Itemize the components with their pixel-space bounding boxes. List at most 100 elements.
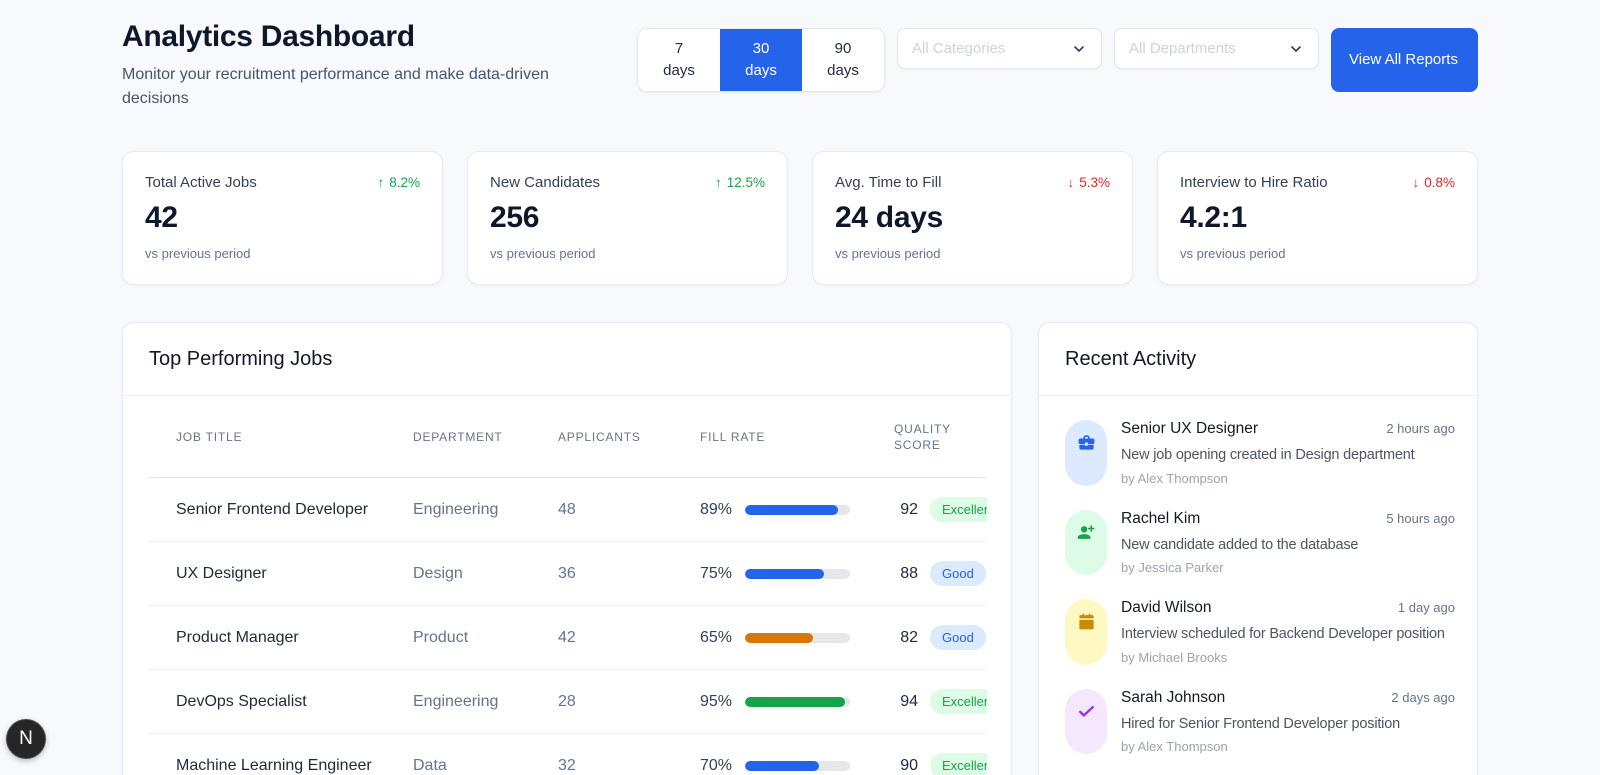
period-chip-30-days[interactable]: 30 days [720, 29, 802, 91]
activity-icon-pill [1065, 599, 1107, 665]
applicants-cell: 42 [558, 628, 576, 646]
page-header: Analytics Dashboard Monitor your recruit… [122, 20, 1478, 111]
department-cell: Product [413, 628, 469, 646]
jobs-panel-title: Top Performing Jobs [149, 348, 333, 370]
activity-time: 2 hours ago [1386, 421, 1455, 436]
table-row[interactable]: Product Manager Product 42 65% 82 Good [148, 605, 987, 670]
trend-up-icon: ↑ [377, 175, 385, 190]
table-row[interactable]: Senior Frontend Developer Engineering 48… [148, 478, 987, 542]
calendar-icon [1078, 613, 1094, 630]
department-cell: Engineering [413, 692, 499, 710]
period-chip-7-days[interactable]: 7 days [638, 29, 720, 91]
department-cell: Design [413, 564, 463, 582]
stat-footnote: vs previous period [835, 246, 941, 261]
department-cell: Engineering [413, 500, 499, 518]
fill-rate-cell: 75% [700, 565, 894, 583]
applicants-cell: 36 [558, 564, 576, 582]
activity-description: Hired for Senior Frontend Developer posi… [1121, 715, 1400, 732]
activity-name: Sarah Johnson [1121, 688, 1226, 706]
fill-rate-bar [745, 504, 850, 515]
stat-change-badge: ↑ 8.2% [377, 175, 420, 190]
rating-badge: Excellent [930, 689, 987, 715]
rating-badge: Good [930, 625, 986, 651]
page-subtitle: Monitor your recruitment performance and… [122, 66, 549, 107]
applicants-cell: 32 [558, 756, 576, 774]
column-header-fill-rate: Fill Rate [700, 429, 766, 444]
activity-name: David Wilson [1121, 599, 1212, 617]
jobs-table: Job Title Department Applicants Fill Rat… [148, 396, 987, 775]
chevron-down-icon [1288, 41, 1304, 57]
list-item[interactable]: Sarah Johnson 2 days ago Hired for Senio… [1065, 688, 1455, 755]
stat-card-new-candidates: New Candidates ↑ 12.5% 256 vs previous pe… [467, 151, 788, 285]
activity-description: New job opening created in Design depart… [1121, 447, 1415, 463]
trend-down-icon: ↓ [1412, 175, 1420, 190]
activity-icon-pill [1065, 420, 1107, 486]
applicants-cell: 48 [558, 500, 576, 518]
period-chip-90-days[interactable]: 90 days [802, 29, 884, 91]
activity-author: by Alex Thompson [1121, 470, 1228, 486]
job-title-cell: UX Designer [176, 564, 267, 582]
activity-time: 5 hours ago [1386, 510, 1455, 526]
rating-badge: Excellent [930, 497, 987, 523]
period-selector: 7 days 30 days 90 days [637, 28, 885, 92]
stat-value: 24 days [835, 201, 943, 234]
list-item[interactable]: Rachel Kim 5 hours ago New candidate add… [1065, 509, 1455, 576]
stat-value: 42 [145, 201, 178, 234]
activity-icon-pill [1065, 688, 1107, 755]
quality-score-cell: 82 Good [894, 625, 987, 651]
fill-rate-cell: 89% [700, 501, 894, 519]
departments-dropdown-value: All Departments [1129, 40, 1236, 57]
jobs-panel-header: Top Performing Jobs [123, 323, 1011, 396]
stat-label: Avg. Time to Fill [835, 174, 942, 191]
view-all-reports-button[interactable]: View All Reports [1331, 28, 1478, 92]
department-cell: Data [413, 756, 447, 774]
stat-value: 256 [490, 201, 540, 234]
fill-rate-cell: 70% [700, 757, 894, 775]
fill-rate-bar [745, 760, 850, 771]
activity-author: by Alex Thompson [1121, 739, 1228, 755]
stats-row: Total Active Jobs ↑ 8.2% 42 vs previous p… [122, 151, 1478, 285]
trend-up-icon: ↑ [714, 175, 722, 190]
job-title-cell: Product Manager [176, 628, 299, 646]
list-item[interactable]: Senior UX Designer 2 hours ago New job o… [1065, 420, 1455, 486]
dev-overlay-n-badge[interactable]: N [6, 719, 46, 759]
list-item[interactable]: David Wilson 1 day ago Interview schedul… [1065, 599, 1455, 665]
fill-rate-bar [745, 696, 850, 707]
activity-icon-pill [1065, 509, 1107, 576]
fill-rate-cell: 95% [700, 693, 894, 711]
activity-name: Senior UX Designer [1121, 420, 1258, 437]
column-header-quality-score: Quality Score [894, 422, 951, 452]
departments-dropdown[interactable]: All Departments [1114, 28, 1319, 69]
table-row[interactable]: UX Designer Design 36 75% 88 Good [148, 541, 987, 606]
stat-card-total-active-jobs: Total Active Jobs ↑ 8.2% 42 vs previous p… [122, 151, 443, 285]
activity-author: by Jessica Parker [1121, 560, 1224, 576]
stat-label: New Candidates [490, 174, 601, 191]
jobs-table-wrap: Job Title Department Applicants Fill Rat… [148, 396, 987, 775]
quality-score-cell: 88 Good [894, 561, 987, 587]
stat-footnote: vs previous period [1180, 246, 1286, 261]
stat-label: Total Active Jobs [145, 174, 257, 191]
check-icon [1078, 705, 1094, 717]
stat-label: Interview to Hire Ratio [1180, 174, 1328, 191]
stat-change-badge: ↓ 5.3% [1067, 175, 1110, 190]
activity-name: Rachel Kim [1121, 509, 1201, 527]
header-controls: 7 days 30 days 90 days All Categories [637, 28, 1478, 92]
job-title-cell: DevOps Specialist [176, 692, 307, 710]
briefcase-icon [1078, 435, 1094, 450]
job-title-cell: Machine Learning Engineer [176, 756, 372, 774]
categories-dropdown[interactable]: All Categories [897, 28, 1102, 69]
stat-card-avg-time-to-fill: Avg. Time to Fill ↓ 5.3% 24 days vs previ… [812, 151, 1133, 285]
fill-rate-bar [745, 568, 850, 579]
jobs-table-header-row: Job Title Department Applicants Fill Rat… [148, 396, 987, 478]
activity-description: New candidate added to the database [1121, 536, 1359, 553]
fill-rate-bar [745, 632, 850, 643]
n-badge-letter: N [19, 728, 33, 749]
table-row[interactable]: Machine Learning Engineer Data 32 70% 90… [148, 733, 987, 775]
trend-down-icon: ↓ [1067, 175, 1075, 190]
activity-time: 1 day ago [1397, 600, 1455, 616]
activity-author: by Michael Brooks [1121, 649, 1228, 665]
stat-change-badge: ↑ 12.5% [714, 175, 765, 190]
table-row[interactable]: DevOps Specialist Engineering 28 95% 94 E… [148, 669, 987, 734]
chevron-down-icon [1071, 41, 1087, 57]
